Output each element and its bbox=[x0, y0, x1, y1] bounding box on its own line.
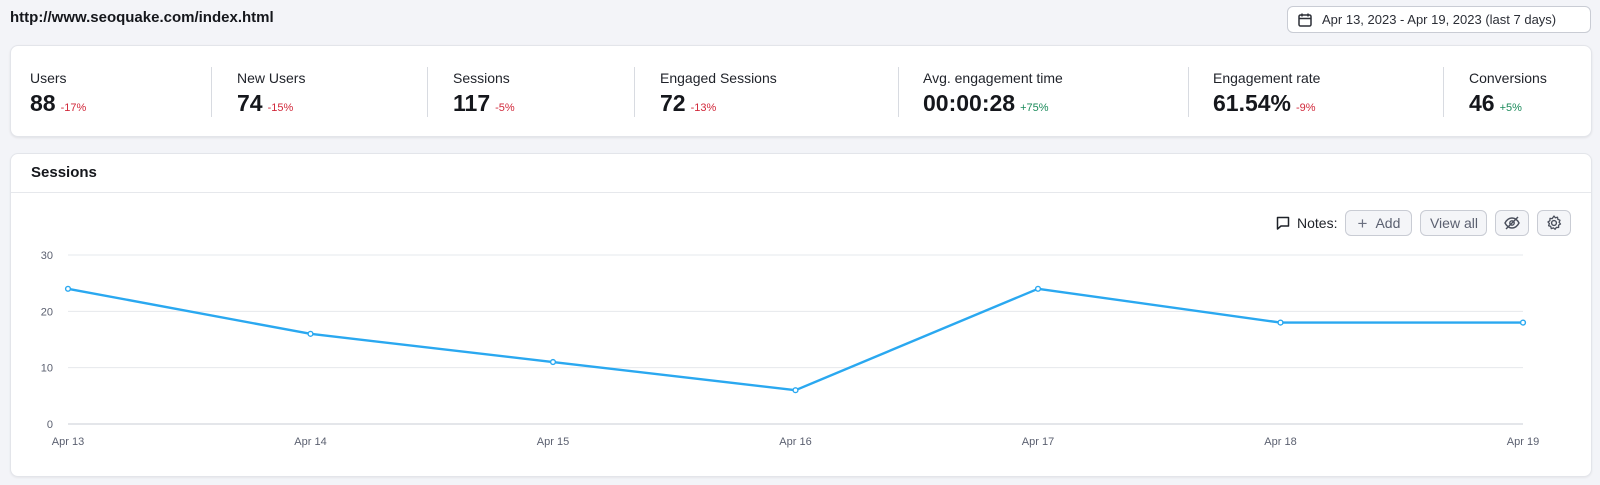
x-tick-label: Apr 13 bbox=[52, 436, 84, 448]
data-point bbox=[64, 285, 72, 292]
metric-delta: -13% bbox=[690, 102, 717, 114]
y-tick-label: 0 bbox=[47, 419, 53, 431]
hide-notes-button[interactable] bbox=[1495, 210, 1530, 236]
metric-divider bbox=[211, 67, 212, 117]
metric-delta: +5% bbox=[1499, 102, 1522, 114]
metrics-summary-card: Users 88 -17% New Users 74 -15% Sessions 1… bbox=[10, 45, 1592, 137]
data-point bbox=[1277, 319, 1284, 326]
data-point bbox=[1034, 285, 1042, 292]
x-tick-label: Apr 17 bbox=[1022, 436, 1054, 448]
sessions-card: Sessions Notes: + Add View all bbox=[10, 153, 1592, 477]
metric-label: Engaged Sessions bbox=[660, 70, 777, 86]
metric-label: New Users bbox=[237, 70, 306, 86]
comment-icon bbox=[1275, 215, 1291, 231]
plus-icon: + bbox=[1357, 213, 1368, 233]
sessions-line-chart: 0 10 20 30 Apr 13 Apr 14 Apr 15 Apr 16 Apr 17 Apr… bbox=[41, 250, 1539, 448]
card-divider bbox=[11, 192, 1591, 193]
metric-divider bbox=[427, 67, 428, 117]
metric-divider bbox=[898, 67, 899, 117]
metric-delta: -5% bbox=[495, 102, 515, 114]
date-range-button[interactable]: Apr 13, 2023 - Apr 19, 2023 (last 7 days… bbox=[1287, 6, 1591, 33]
view-all-notes-button[interactable]: View all bbox=[1420, 210, 1488, 236]
calendar-icon bbox=[1297, 12, 1313, 28]
metric-value: 72 bbox=[660, 90, 686, 116]
y-tick-label: 30 bbox=[41, 250, 53, 262]
chart-settings-button[interactable] bbox=[1537, 210, 1572, 236]
metric-divider bbox=[634, 67, 635, 117]
metric-value: 117 bbox=[453, 90, 491, 116]
metric-value: 00:00:28 bbox=[923, 90, 1016, 116]
data-point bbox=[307, 330, 314, 337]
date-range-label: Apr 13, 2023 - Apr 19, 2023 (last 7 days… bbox=[1322, 12, 1557, 27]
eye-off-icon bbox=[1503, 214, 1521, 232]
site-url: http://www.seoquake.com/index.html bbox=[10, 9, 274, 26]
add-note-label: Add bbox=[1375, 215, 1401, 231]
metric-label: Avg. engagement time bbox=[923, 70, 1063, 86]
view-all-label: View all bbox=[1429, 215, 1478, 231]
sessions-title: Sessions bbox=[31, 164, 97, 181]
x-tick-label: Apr 18 bbox=[1264, 436, 1296, 448]
add-note-button[interactable]: + Add bbox=[1345, 210, 1413, 236]
metric-delta: -15% bbox=[267, 102, 294, 114]
metric-value: 74 bbox=[237, 90, 263, 116]
metric-divider bbox=[1188, 67, 1189, 117]
x-tick-label: Apr 15 bbox=[537, 436, 569, 448]
metric-value: 88 bbox=[30, 90, 56, 116]
notes-toolbar: Notes: + Add View all bbox=[1275, 210, 1572, 236]
metric-value: 61.54% bbox=[1213, 90, 1292, 116]
data-point bbox=[792, 387, 799, 394]
notes-label-text: Notes: bbox=[1297, 215, 1338, 231]
y-tick-label: 20 bbox=[41, 306, 53, 318]
data-point bbox=[1519, 319, 1527, 326]
x-tick-label: Apr 14 bbox=[294, 436, 326, 448]
data-point bbox=[549, 358, 557, 366]
metric-label: Sessions bbox=[453, 70, 510, 86]
gear-icon bbox=[1545, 214, 1563, 232]
metric-label: Conversions bbox=[1469, 70, 1547, 86]
metric-delta: -9% bbox=[1296, 102, 1316, 114]
y-tick-label: 10 bbox=[41, 363, 53, 375]
metric-value: 46 bbox=[1469, 90, 1495, 116]
metric-label: Engagement rate bbox=[1213, 70, 1321, 86]
metric-divider bbox=[1443, 67, 1444, 117]
x-tick-label: Apr 16 bbox=[779, 436, 811, 448]
sessions-series-line bbox=[67, 287, 1523, 392]
metric-label: Users bbox=[30, 70, 67, 86]
x-tick-label: Apr 19 bbox=[1507, 436, 1539, 448]
metric-delta: +75% bbox=[1020, 102, 1049, 114]
metric-delta: -17% bbox=[60, 102, 87, 114]
notes-label: Notes: bbox=[1275, 215, 1337, 231]
